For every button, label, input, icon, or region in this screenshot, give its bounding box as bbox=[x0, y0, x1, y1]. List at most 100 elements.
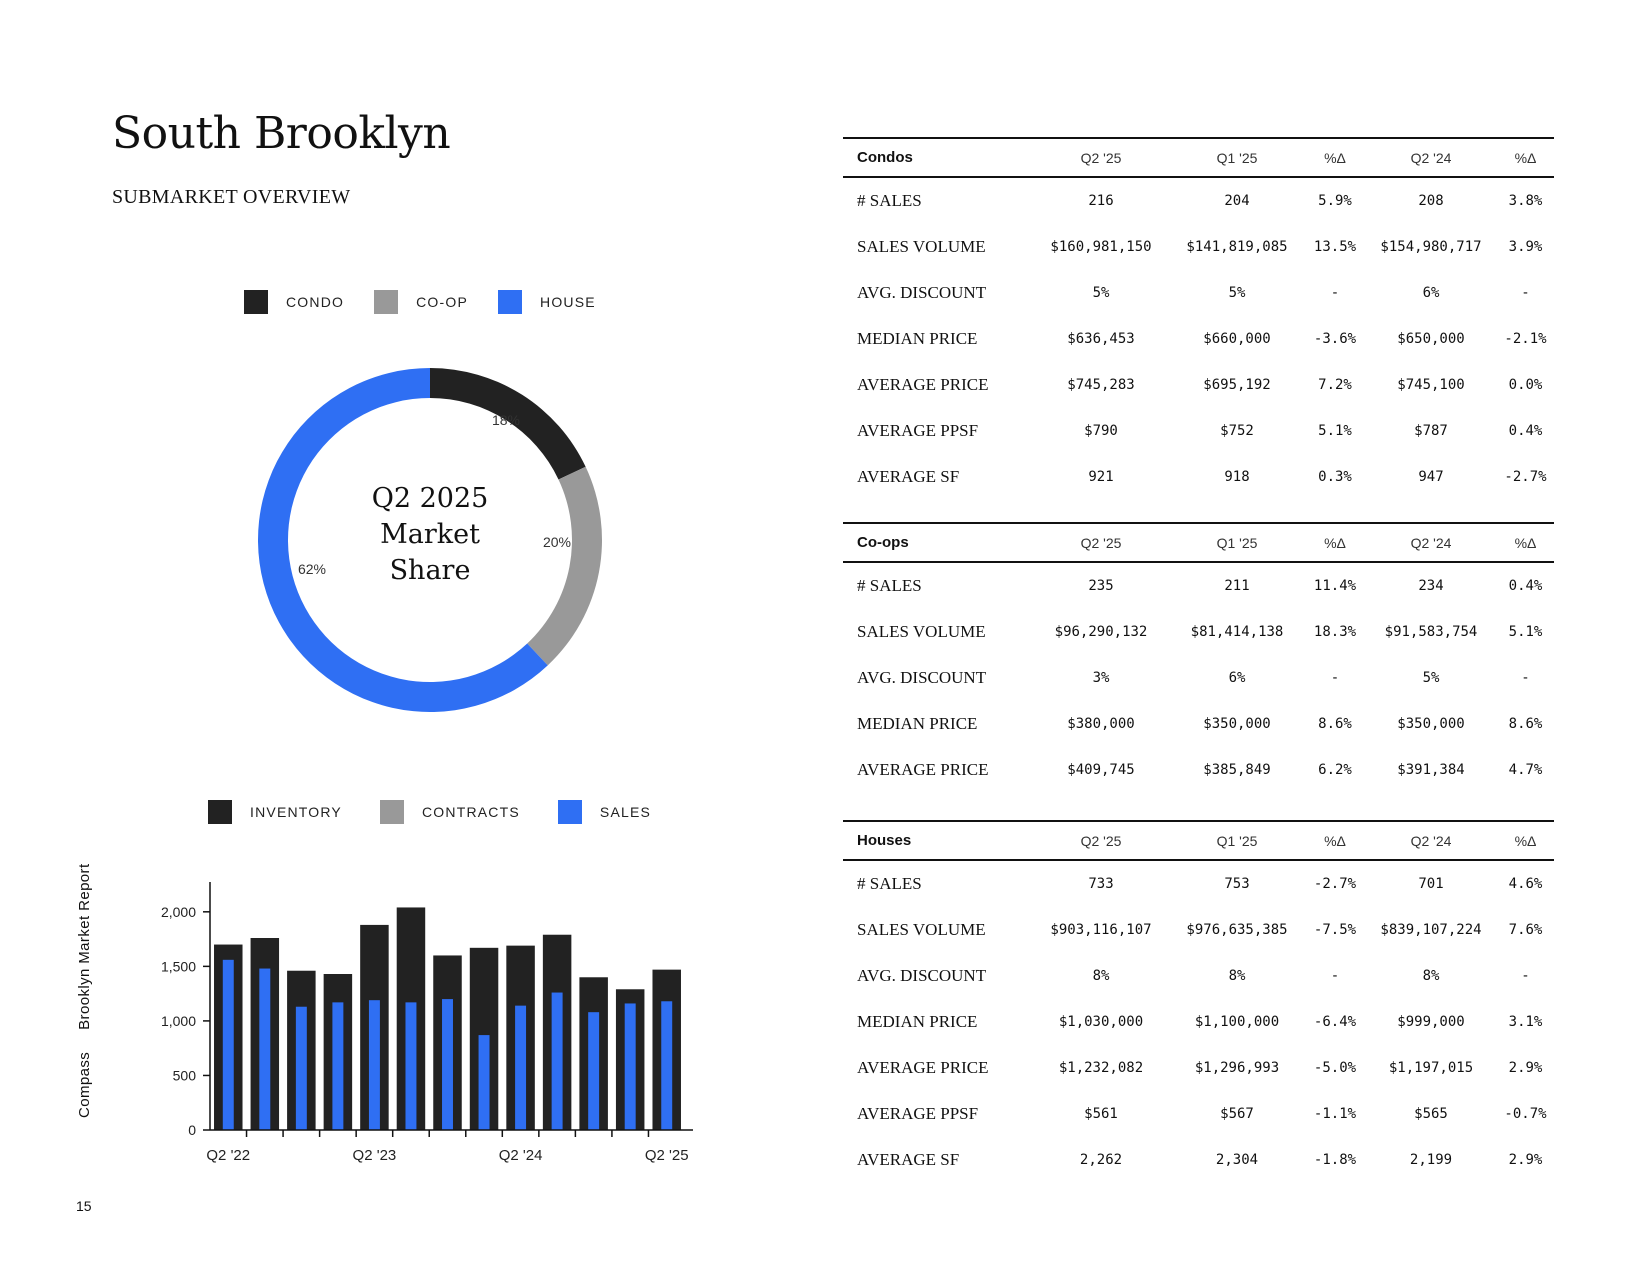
table-header-row: Condos Q2 '25 Q1 '25 %Δ Q2 '24 %Δ bbox=[843, 137, 1554, 178]
cell-value: $567 bbox=[1220, 1106, 1254, 1122]
column-header: Q2 '25 bbox=[1033, 522, 1169, 563]
table-row: MEDIAN PRICE $636,453 $660,000 -3.6% $650,00… bbox=[843, 316, 1554, 362]
row-label: SALES VOLUME bbox=[857, 622, 986, 641]
column-header: Q2 '25 bbox=[1033, 137, 1169, 178]
cell-value: 2.9% bbox=[1508, 1152, 1543, 1168]
table-row: SALES VOLUME $96,290,132 $81,414,138 18.3% $… bbox=[843, 609, 1554, 655]
page-number: 15 bbox=[76, 1198, 92, 1214]
cell-value: - bbox=[1521, 670, 1530, 686]
column-header: Q2 '25 bbox=[1033, 820, 1169, 861]
cell-value: - bbox=[1330, 968, 1340, 984]
row-label: AVG. DISCOUNT bbox=[857, 283, 987, 302]
row-label: AVERAGE PPSF bbox=[857, 421, 979, 440]
quarterly-bar-chart: 0 500 1,000 1,500 2,000 Q2 '22 Q2 '23 Q2 '24 Q2 … bbox=[161, 882, 693, 1164]
row-label: AVG. DISCOUNT bbox=[857, 966, 987, 985]
legend-item-house: HOUSE bbox=[498, 290, 596, 314]
cell-value: $96,290,132 bbox=[1054, 624, 1148, 640]
cell-value: 6% bbox=[1422, 285, 1440, 301]
cell-value: $160,981,150 bbox=[1050, 239, 1152, 255]
table-row: AVERAGE PRICE $1,232,082 $1,296,993 -5.0% $1… bbox=[843, 1045, 1554, 1091]
cell-value: 3.8% bbox=[1508, 193, 1543, 209]
cell-value: 8.6% bbox=[1508, 716, 1543, 732]
cell-value: 5.1% bbox=[1318, 423, 1352, 439]
row-label: AVERAGE SF bbox=[857, 467, 960, 486]
cell-value: -5.0% bbox=[1313, 1060, 1357, 1076]
page-subtitle: SUBMARKET OVERVIEW bbox=[112, 186, 351, 208]
cell-value: 733 bbox=[1088, 876, 1114, 892]
cell-value: 6% bbox=[1228, 670, 1246, 686]
legend-swatch-sales bbox=[557, 800, 582, 824]
cell-value: 8.6% bbox=[1318, 716, 1352, 732]
legend-label-condo: CONDO bbox=[286, 294, 345, 310]
cell-value: 5.9% bbox=[1318, 193, 1352, 209]
cell-value: 918 bbox=[1224, 469, 1250, 485]
cell-value: -1.8% bbox=[1313, 1152, 1357, 1168]
cell-value: 5% bbox=[1422, 670, 1440, 686]
legend-swatch-inventory bbox=[208, 800, 232, 824]
cell-value: -6.4% bbox=[1313, 1014, 1357, 1030]
row-label: AVERAGE PRICE bbox=[857, 375, 989, 394]
bar-sales bbox=[661, 1001, 673, 1130]
brand-name: Compass bbox=[76, 1051, 93, 1118]
table-header-row: Co-ops Q2 '25 Q1 '25 %Δ Q2 '24 %Δ bbox=[843, 522, 1554, 563]
cell-value: $1,100,000 bbox=[1194, 1014, 1280, 1030]
donut-center-line-3: Share bbox=[390, 555, 471, 586]
cell-value: 4.7% bbox=[1508, 762, 1543, 778]
table-row: AVERAGE PRICE $409,745 $385,849 6.2% $391,38… bbox=[843, 747, 1554, 793]
donut-slice-house bbox=[257, 368, 548, 712]
legend-label-sales: SALES bbox=[599, 804, 652, 820]
cell-value: $350,000 bbox=[1203, 716, 1271, 732]
cell-value: 2.9% bbox=[1508, 1060, 1543, 1076]
cell-value: $999,000 bbox=[1397, 1014, 1465, 1030]
column-header: Q2 '24 bbox=[1365, 522, 1497, 563]
cell-value: $1,232,082 bbox=[1058, 1060, 1144, 1076]
y-tick-label: 500 bbox=[173, 1067, 197, 1083]
cell-value: $695,192 bbox=[1203, 377, 1271, 393]
cell-value: 216 bbox=[1088, 193, 1114, 209]
table-row: # SALES 216 204 5.9% 208 3.8% bbox=[843, 177, 1554, 224]
report-name: Brooklyn Market Report bbox=[76, 863, 93, 1030]
cell-value: - bbox=[1521, 285, 1530, 301]
x-tick-label: Q2 '22 bbox=[206, 1147, 250, 1164]
row-label: MEDIAN PRICE bbox=[857, 329, 978, 348]
column-header: %Δ bbox=[1305, 820, 1365, 861]
row-label: # SALES bbox=[857, 576, 922, 595]
coops-table: Co-ops Q2 '25 Q1 '25 %Δ Q2 '24 %Δ # SALES 235 21… bbox=[843, 522, 1554, 793]
cell-value: 0.4% bbox=[1508, 578, 1543, 594]
cell-value: -3.6% bbox=[1313, 331, 1357, 347]
legend-item-coop: CO-OP bbox=[374, 290, 468, 314]
row-label: MEDIAN PRICE bbox=[857, 714, 978, 733]
bar-sales bbox=[442, 999, 453, 1130]
cell-value: $976,635,385 bbox=[1186, 922, 1288, 938]
y-tick-label: 1,000 bbox=[161, 1013, 196, 1029]
cell-value: 0.3% bbox=[1318, 469, 1352, 485]
cell-value: -0.7% bbox=[1504, 1106, 1547, 1122]
bar-legend: INVENTORY CONTRACTS SALES bbox=[208, 800, 651, 824]
donut-center-line-1: Q2 2025 bbox=[372, 483, 489, 514]
cell-value: 3% bbox=[1092, 670, 1110, 686]
side-footer: Compass Brooklyn Market Report bbox=[76, 841, 93, 1118]
table-row: AVERAGE PPSF $790 $752 5.1% $787 0.4% bbox=[843, 408, 1554, 454]
table-row: AVERAGE SF 921 918 0.3% 947 -2.7% bbox=[843, 454, 1554, 500]
cell-value: 4.6% bbox=[1508, 876, 1543, 892]
x-tick-label: Q2 '23 bbox=[353, 1147, 397, 1164]
legend-item-sales: SALES bbox=[557, 800, 652, 824]
donut-slice-condo bbox=[430, 368, 586, 480]
cell-value: 8% bbox=[1228, 968, 1246, 984]
bar-sales bbox=[478, 1035, 490, 1130]
cell-value: -1.1% bbox=[1313, 1106, 1357, 1122]
cell-value: 5.1% bbox=[1508, 624, 1543, 640]
legend-label-contracts: CONTRACTS bbox=[421, 804, 520, 820]
cell-value: $561 bbox=[1084, 1106, 1118, 1122]
table-row: # SALES 733 753 -2.7% 701 4.6% bbox=[843, 860, 1554, 907]
cell-value: 5% bbox=[1228, 285, 1246, 301]
legend-swatch-contracts bbox=[379, 800, 404, 824]
bar-sales bbox=[368, 1000, 380, 1130]
cell-value: 13.5% bbox=[1313, 239, 1357, 255]
cell-value: $380,000 bbox=[1067, 716, 1135, 732]
table-title: Condos bbox=[843, 137, 1033, 178]
cell-value: $385,849 bbox=[1203, 762, 1271, 778]
row-label: AVERAGE PRICE bbox=[857, 760, 989, 779]
table-title: Co-ops bbox=[843, 522, 1033, 563]
table-row: AVERAGE PRICE $745,283 $695,192 7.2% $745,10… bbox=[843, 362, 1554, 408]
